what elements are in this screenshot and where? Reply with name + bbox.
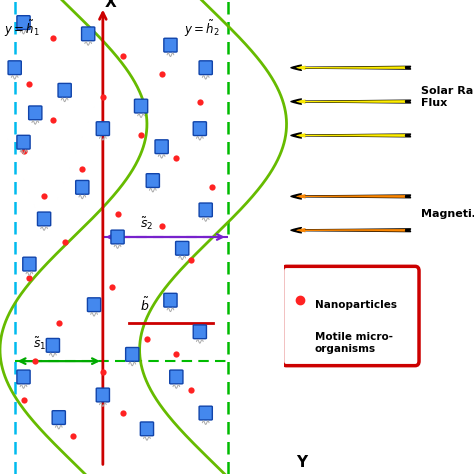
FancyBboxPatch shape xyxy=(295,332,304,349)
FancyBboxPatch shape xyxy=(170,370,183,384)
FancyBboxPatch shape xyxy=(23,257,36,271)
FancyBboxPatch shape xyxy=(175,241,189,255)
Text: $y = \tilde{h}_1$: $y = \tilde{h}_1$ xyxy=(4,18,39,39)
Text: Motile micro-
organisms: Motile micro- organisms xyxy=(315,332,393,354)
FancyBboxPatch shape xyxy=(28,106,42,120)
Text: Magneti…: Magneti… xyxy=(421,210,474,219)
FancyBboxPatch shape xyxy=(146,173,159,187)
FancyBboxPatch shape xyxy=(164,38,177,52)
Text: $\tilde{s}_2$: $\tilde{s}_2$ xyxy=(140,216,153,232)
FancyBboxPatch shape xyxy=(17,135,30,149)
FancyBboxPatch shape xyxy=(111,230,124,244)
Text: Nanoparticles: Nanoparticles xyxy=(315,300,397,310)
FancyBboxPatch shape xyxy=(283,266,419,365)
FancyBboxPatch shape xyxy=(135,99,148,113)
FancyBboxPatch shape xyxy=(126,347,139,361)
FancyBboxPatch shape xyxy=(193,122,207,136)
FancyBboxPatch shape xyxy=(87,298,100,311)
Text: $\tilde{b}$: $\tilde{b}$ xyxy=(140,297,149,314)
FancyBboxPatch shape xyxy=(96,388,109,402)
FancyBboxPatch shape xyxy=(193,325,207,339)
FancyBboxPatch shape xyxy=(140,422,154,436)
FancyBboxPatch shape xyxy=(76,181,89,194)
FancyBboxPatch shape xyxy=(58,83,71,97)
FancyBboxPatch shape xyxy=(164,293,177,307)
Text: $\tilde{s}_1$: $\tilde{s}_1$ xyxy=(33,335,46,352)
Text: X: X xyxy=(105,0,117,10)
FancyBboxPatch shape xyxy=(17,16,30,29)
FancyBboxPatch shape xyxy=(199,203,212,217)
FancyBboxPatch shape xyxy=(37,212,51,226)
FancyBboxPatch shape xyxy=(199,406,212,420)
FancyBboxPatch shape xyxy=(52,410,65,424)
FancyBboxPatch shape xyxy=(17,370,30,384)
Text: Solar Ra
Flux: Solar Ra Flux xyxy=(421,86,473,108)
FancyBboxPatch shape xyxy=(46,338,60,352)
FancyBboxPatch shape xyxy=(199,61,212,74)
FancyBboxPatch shape xyxy=(155,140,168,154)
FancyBboxPatch shape xyxy=(8,61,21,74)
Text: Y: Y xyxy=(296,455,307,470)
FancyBboxPatch shape xyxy=(82,27,95,41)
FancyBboxPatch shape xyxy=(96,122,109,136)
Text: $y = \tilde{h}_2$: $y = \tilde{h}_2$ xyxy=(184,18,219,39)
